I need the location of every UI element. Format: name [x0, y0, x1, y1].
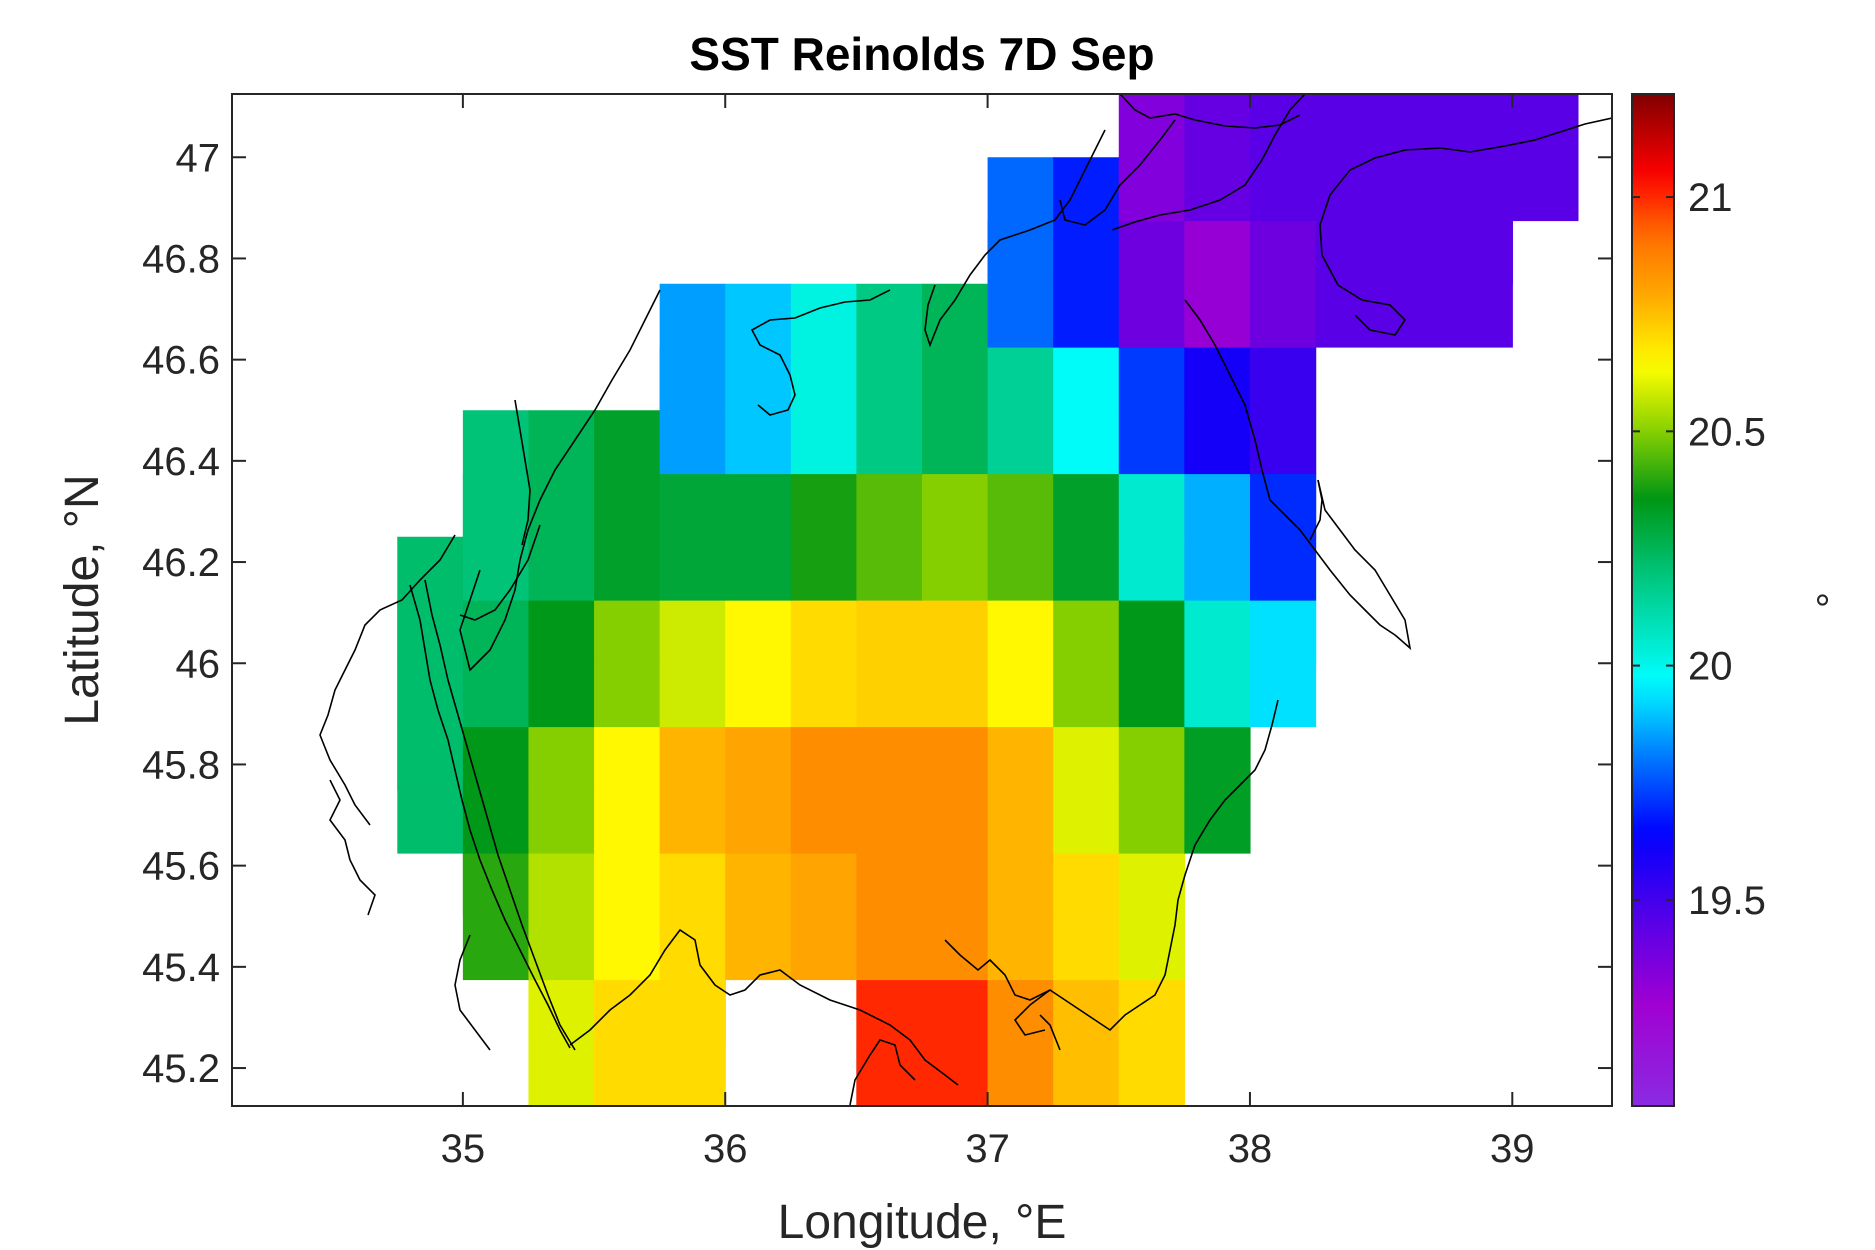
y-tick-label: 46: [176, 642, 221, 686]
colorbar-gradient: [1632, 94, 1674, 1106]
heatmap-cells: [397, 94, 1579, 1106]
coastline: [319, 94, 1612, 1106]
heatmap-cell: [1249, 94, 1317, 222]
chart-title: SST Reinolds 7D Sep: [689, 28, 1154, 80]
y-tick-label: 45.8: [142, 743, 220, 787]
y-tick-label: 46.8: [142, 237, 220, 281]
y-axis-label: Latitude, °N: [56, 474, 109, 725]
colorbar-label: °: [1791, 592, 1835, 608]
colorbar-frame: [1631, 93, 1675, 1107]
heatmap-cell: [790, 283, 858, 411]
colorbar-tick-label: 20.5: [1688, 410, 1766, 454]
plot-frame: [231, 93, 1613, 1107]
heatmap-cell: [594, 410, 661, 538]
heatmap-cell: [856, 283, 923, 411]
y-tick-label: 47: [176, 136, 221, 180]
x-axis-ticks: 35 36 37 38 39: [441, 94, 1535, 1171]
heatmap-cell: [528, 410, 595, 538]
x-tick-label: 38: [1228, 1127, 1273, 1171]
y-tick-label: 46.2: [142, 541, 220, 585]
heatmap-cell: [1118, 94, 1185, 222]
colorbar-tick-label: 21: [1688, 176, 1733, 220]
x-tick-label: 35: [441, 1127, 486, 1171]
y-tick-label: 46.4: [142, 440, 220, 484]
y-tick-label: 45.4: [142, 946, 220, 990]
y-tick-label: 46.6: [142, 339, 220, 383]
y-tick-label: 45.2: [142, 1047, 220, 1091]
heatmap-cell: [1381, 94, 1448, 222]
heatmap-cell: [659, 283, 726, 411]
heatmap-cell: [922, 283, 989, 411]
colorbar-tick-label: 20: [1688, 645, 1733, 689]
x-tick-label: 37: [965, 1127, 1010, 1171]
heatmap-cell: [462, 410, 530, 538]
heatmap-cell: [987, 157, 1054, 285]
heatmap-cell: [1512, 94, 1579, 222]
x-axis-label: Longitude, °E: [778, 1196, 1067, 1249]
heatmap-cell: [1053, 157, 1120, 285]
y-axis-ticks: 45.2 45.4 45.6 45.8 46 46.2 46.4 46.6 46.8 47: [142, 136, 1612, 1091]
colorbar-ticks: 19.5 20 20.5 21: [1632, 176, 1766, 923]
heatmap-cell: [1446, 94, 1513, 222]
x-tick-label: 39: [1490, 1127, 1535, 1171]
heatmap-cell: [1184, 94, 1251, 222]
heatmap-cell: [725, 283, 792, 411]
heatmap-cell: [397, 536, 464, 664]
colorbar-tick-label: 19.5: [1688, 879, 1766, 923]
heatmap-cell: [1315, 94, 1382, 222]
y-tick-label: 45.6: [142, 845, 220, 889]
colorbar: 19.5 20 20.5 21 °: [1631, 93, 1835, 1107]
x-tick-label: 36: [703, 1127, 748, 1171]
